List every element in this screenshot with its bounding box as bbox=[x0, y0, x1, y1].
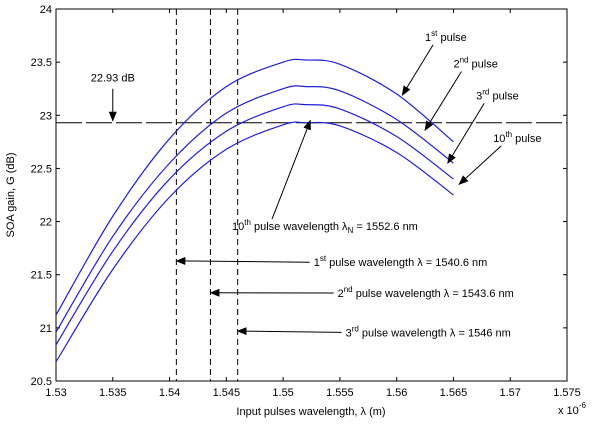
wavelength-label-superscript: th bbox=[244, 218, 251, 227]
y-tick-label: 24 bbox=[40, 4, 52, 16]
pulse-label-superscript: nd bbox=[460, 55, 469, 64]
wavelength-label-superscript: nd bbox=[344, 285, 353, 294]
x-tick-label: 1.53 bbox=[45, 387, 66, 399]
x-tick-label: 1.57 bbox=[500, 387, 521, 399]
x-multiplier: x 10-6 bbox=[558, 401, 586, 417]
wavelength-label-1: 10th pulse wavelength λN = 1552.6 nm bbox=[232, 218, 418, 235]
wavelength-label-text: pulse wavelength λ bbox=[353, 288, 450, 300]
x-tick-label: 1.535 bbox=[99, 387, 127, 399]
wavelength-label-text: pulse wavelength λ bbox=[251, 221, 348, 233]
pulse-label-number: 10 bbox=[493, 133, 505, 145]
x-axis-label: Input pulses wavelength, λ (m) bbox=[236, 406, 385, 418]
pulse-label-4: 10th pulse bbox=[493, 130, 541, 145]
wavelength-label-value: = 1552.6 nm bbox=[353, 221, 418, 233]
pulse-label-text: pulse bbox=[512, 133, 541, 145]
y-tick-label: 23.5 bbox=[31, 57, 52, 69]
wavelength-label-superscript: rd bbox=[352, 324, 359, 333]
pulse-label-superscript: rd bbox=[482, 87, 489, 96]
x-tick-label: 1.55 bbox=[272, 387, 293, 399]
pulse-label-text: pulse bbox=[437, 32, 466, 44]
x-tick-label: 1.575 bbox=[553, 387, 581, 399]
y-tick-label: 21.5 bbox=[31, 270, 52, 282]
reference-gain-label: 22.93 dB bbox=[91, 73, 135, 85]
x-tick-label: 1.54 bbox=[159, 387, 180, 399]
pulse-label-superscript: th bbox=[505, 130, 512, 139]
y-tick-label: 22.5 bbox=[31, 163, 52, 175]
y-axis-label: SOA gain, G (dB) bbox=[5, 153, 17, 238]
x-tick-label: 1.545 bbox=[213, 387, 241, 399]
x-tick-label: 1.555 bbox=[326, 387, 354, 399]
x-multiplier-base: x 10 bbox=[558, 405, 579, 417]
y-tick-label: 22 bbox=[40, 217, 52, 229]
pulse-label-text: pulse bbox=[489, 90, 518, 102]
wavelength-label-text: pulse wavelength λ bbox=[326, 257, 423, 269]
x-tick-label: 1.565 bbox=[440, 387, 468, 399]
wavelength-label-value: = 1543.6 nm bbox=[449, 288, 514, 300]
y-tick-label: 23 bbox=[40, 110, 52, 122]
wavelength-label-value: = 1540.6 nm bbox=[423, 257, 488, 269]
y-tick-label: 21 bbox=[40, 323, 52, 335]
wavelength-label-4: 3rd pulse wavelength λ = 1546 nm bbox=[346, 324, 511, 339]
wavelength-label-2: 1st pulse wavelength λ = 1540.6 nm bbox=[314, 254, 488, 269]
wavelength-label-text: pulse wavelength λ bbox=[359, 327, 456, 339]
x-tick-label: 1.56 bbox=[386, 387, 407, 399]
y-tick-label: 20.5 bbox=[31, 376, 52, 388]
wavelength-label-number: 10 bbox=[232, 221, 244, 233]
x-multiplier-exponent: -6 bbox=[579, 401, 587, 410]
wavelength-label-value: = 1546 nm bbox=[455, 327, 510, 339]
wavelength-label-3: 2nd pulse wavelength λ = 1543.6 nm bbox=[338, 285, 514, 300]
pulse-label-text: pulse bbox=[468, 58, 497, 70]
